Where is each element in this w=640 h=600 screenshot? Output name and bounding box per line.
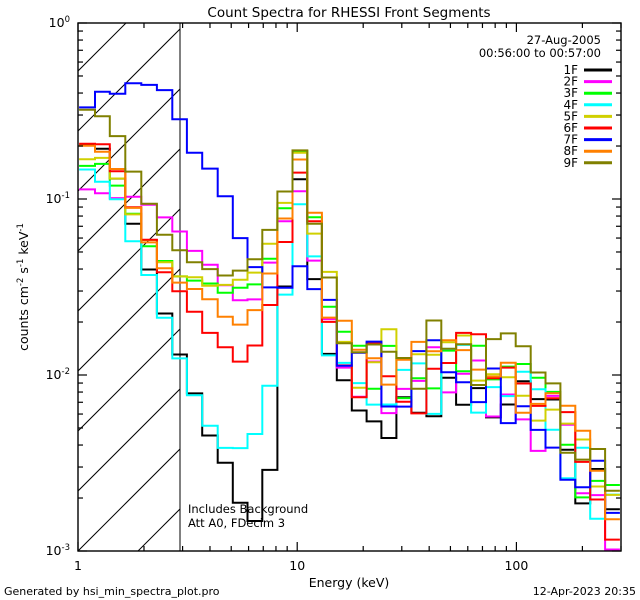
annotation-attenuator: Att A0, FDecim 3	[188, 516, 285, 530]
x-tick-label-1: 1	[74, 558, 82, 573]
y-label-part-c: keV	[16, 231, 31, 258]
y-tick-label-0: 100	[49, 15, 70, 30]
legend-label-1F: 1F	[563, 63, 578, 77]
header-interval: 00:56:00 to 00:57:00	[479, 46, 601, 60]
x-axis-label: Energy (keV)	[309, 575, 390, 590]
legend-label-6F: 6F	[563, 121, 578, 135]
y-label-exp3: -1	[16, 223, 26, 231]
x-tick-label-10: 10	[289, 558, 305, 573]
y-label-part-b: s	[16, 267, 31, 278]
legend-label-9F: 9F	[563, 156, 578, 170]
data-curves	[79, 82, 620, 551]
footer-timestamp: 12-Apr-2023 20:35	[533, 585, 636, 598]
legend-label-8F: 8F	[563, 144, 578, 158]
legend-label-2F: 2F	[563, 75, 578, 89]
footer-generator: Generated by hsi_min_spectra_plot.pro	[4, 585, 220, 598]
y-label-exp2: -1	[16, 259, 26, 267]
x-tick-label-100: 100	[504, 558, 528, 573]
svg-text:counts cm-2 s-1 keV-1: counts cm-2 s-1 keV-1	[16, 223, 31, 351]
y-tick-label-1: 10-1	[46, 191, 70, 206]
annotation-background: Includes Background	[188, 502, 308, 516]
y-tick-label-2: 10-2	[46, 367, 70, 382]
legend-label-4F: 4F	[563, 98, 578, 112]
y-label-part-a: counts cm	[16, 286, 31, 351]
header-date: 27-Aug-2005	[527, 33, 601, 47]
page-title: Count Spectra for RHESSI Front Segments	[207, 5, 490, 21]
y-label-exp1: -2	[16, 278, 26, 286]
legend-label-7F: 7F	[563, 133, 578, 147]
y-tick-labels: 100 10-1 10-2 10-3	[46, 15, 70, 558]
axis-frame	[77, 22, 622, 552]
x-tick-labels: 1 10 100	[74, 558, 528, 573]
legend-label-3F: 3F	[563, 86, 578, 100]
y-axis-label: counts cm-2 s-1 keV-1	[16, 223, 31, 351]
y-tick-label-3: 10-3	[46, 543, 70, 558]
legend-label-5F: 5F	[563, 109, 578, 123]
